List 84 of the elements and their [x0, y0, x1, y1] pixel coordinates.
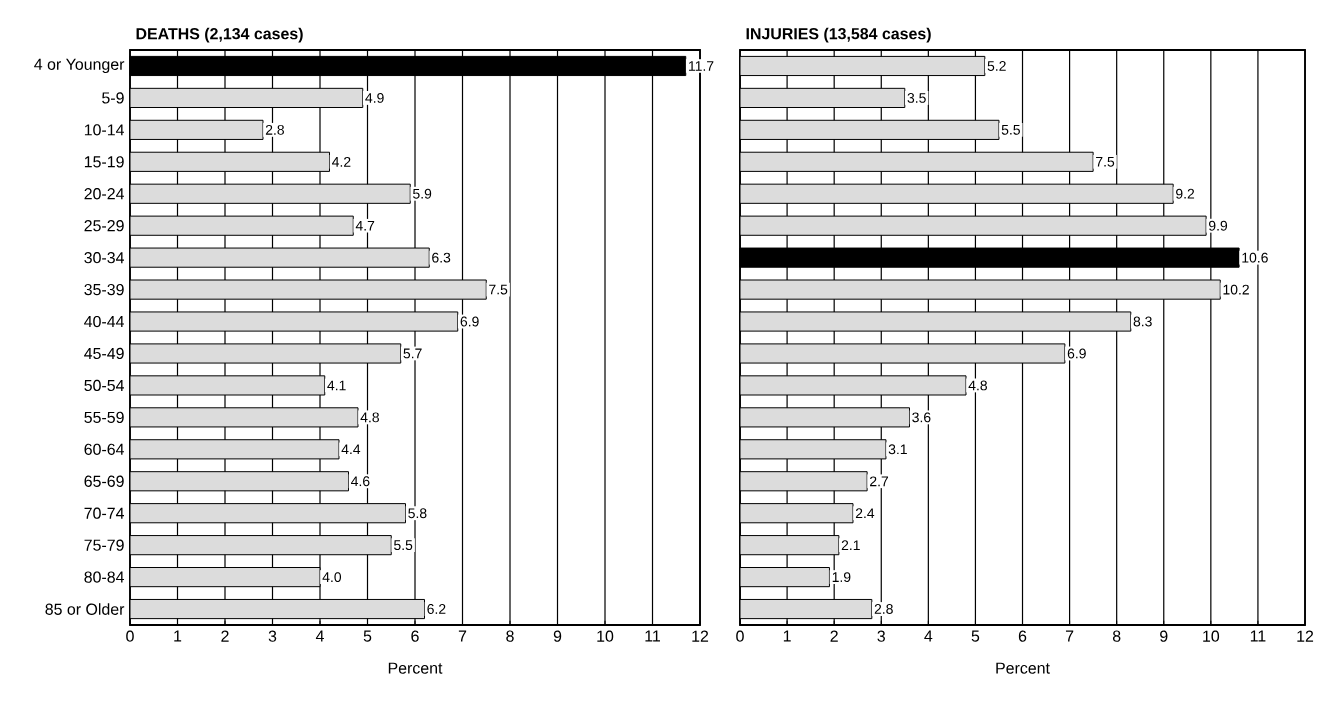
data-label: 5.5: [1001, 125, 1020, 135]
x-axis-title: Percent: [996, 662, 1050, 674]
data-label: 10.6: [1242, 252, 1268, 263]
data-label: 6.9: [1067, 348, 1086, 359]
x-tick-label: 5: [363, 630, 372, 642]
x-tick-label: 2: [830, 630, 838, 642]
data-label: 2.7: [870, 476, 889, 487]
y-tick-label: 50-54: [84, 379, 124, 392]
data-label: 3.1: [888, 444, 907, 455]
x-tick-label: 8: [506, 630, 514, 642]
y-tick-label: 15-19: [84, 156, 124, 168]
chart-title: INJURIES (13,584 cases): [746, 27, 931, 43]
chart-title: DEATHS (2,134 cases): [136, 27, 303, 43]
x-tick-label: 12: [692, 630, 709, 642]
data-label: 8.3: [1133, 316, 1152, 327]
data-label: 7.5: [1096, 156, 1115, 167]
data-label: 2.8: [265, 124, 284, 135]
x-tick-label: 4: [924, 630, 933, 642]
x-tick-label: 11: [1250, 630, 1266, 642]
y-tick-label: 25-29: [84, 220, 124, 232]
y-tick-label: 80-84: [84, 571, 124, 583]
x-tick-label: 4: [315, 630, 324, 642]
x-tick-label: 6: [1018, 630, 1027, 642]
y-tick-label: 75-79: [84, 539, 124, 551]
x-tick-label: 1: [783, 630, 791, 642]
y-tick-label: 40-44: [84, 315, 124, 328]
x-tick-label: 7: [458, 630, 467, 642]
y-tick-label: 65-69: [84, 475, 124, 487]
data-label: 4.4: [341, 444, 361, 455]
data-label: 4.8: [360, 412, 379, 423]
x-tick-label: 0: [736, 630, 744, 642]
y-tick-label: 4 or Younger: [34, 58, 125, 74]
data-label: 6.2: [427, 604, 446, 614]
x-tick-label: 3: [268, 630, 277, 642]
x-tick-label: 8: [1112, 630, 1121, 642]
data-label: 5.8: [408, 508, 427, 519]
data-label: 9.2: [1176, 188, 1195, 199]
data-label: 3.6: [912, 412, 931, 423]
data-label: 9.9: [1209, 220, 1228, 231]
data-label: 7.5: [489, 284, 508, 295]
x-tick-label: 12: [1297, 630, 1314, 642]
x-tick-label: 7: [1065, 630, 1074, 642]
y-tick-label: 5-9: [102, 92, 124, 104]
data-label: 4.6: [351, 476, 370, 487]
data-label: 6.3: [432, 252, 451, 263]
data-label: 2.1: [841, 540, 860, 551]
y-tick-label: 85 or Older: [45, 603, 125, 615]
data-label: 4.0: [322, 572, 342, 583]
x-tick-label: 10: [1203, 630, 1220, 642]
y-tick-label: 55-59: [84, 411, 124, 424]
data-label: 4.8: [968, 380, 987, 391]
data-label: 4.7: [355, 220, 375, 231]
x-tick-label: 9: [1160, 630, 1168, 642]
data-label: 4.9: [365, 92, 384, 103]
data-label: 5.7: [403, 348, 422, 359]
x-tick-label: 11: [645, 630, 660, 642]
data-label: 2.4: [855, 508, 875, 519]
data-label: 5.5: [394, 540, 413, 551]
x-tick-label: 6: [411, 630, 419, 642]
data-label: 1.9: [832, 572, 851, 583]
x-tick-label: 0: [126, 630, 134, 642]
x-tick-label: 3: [877, 630, 885, 642]
y-tick-label: 10-14: [84, 124, 124, 136]
y-tick-label: 35-39: [84, 283, 124, 296]
y-tick-label: 60-64: [84, 443, 124, 455]
x-tick-label: 10: [597, 630, 614, 642]
data-label: 6.9: [460, 316, 479, 327]
data-label: 2.8: [874, 604, 893, 614]
data-label: 11.7: [689, 61, 714, 71]
y-tick-label: 20-24: [84, 188, 124, 200]
x-tick-label: 5: [971, 630, 980, 642]
data-label: 10.2: [1223, 284, 1249, 295]
x-tick-label: 2: [221, 630, 229, 642]
x-tick-label: 1: [174, 630, 182, 642]
data-label: 3.5: [907, 92, 926, 103]
data-label: 4.2: [332, 156, 351, 167]
data-label: 4.1: [327, 380, 346, 391]
x-tick-label: 9: [553, 630, 562, 642]
y-tick-label: 45-49: [84, 347, 124, 360]
y-tick-label: 70-74: [84, 507, 124, 519]
data-label: 5.9: [413, 188, 432, 199]
y-tick-label: 30-34: [84, 252, 124, 264]
x-axis-title: Percent: [388, 662, 443, 674]
data-label: 5.2: [987, 61, 1006, 71]
